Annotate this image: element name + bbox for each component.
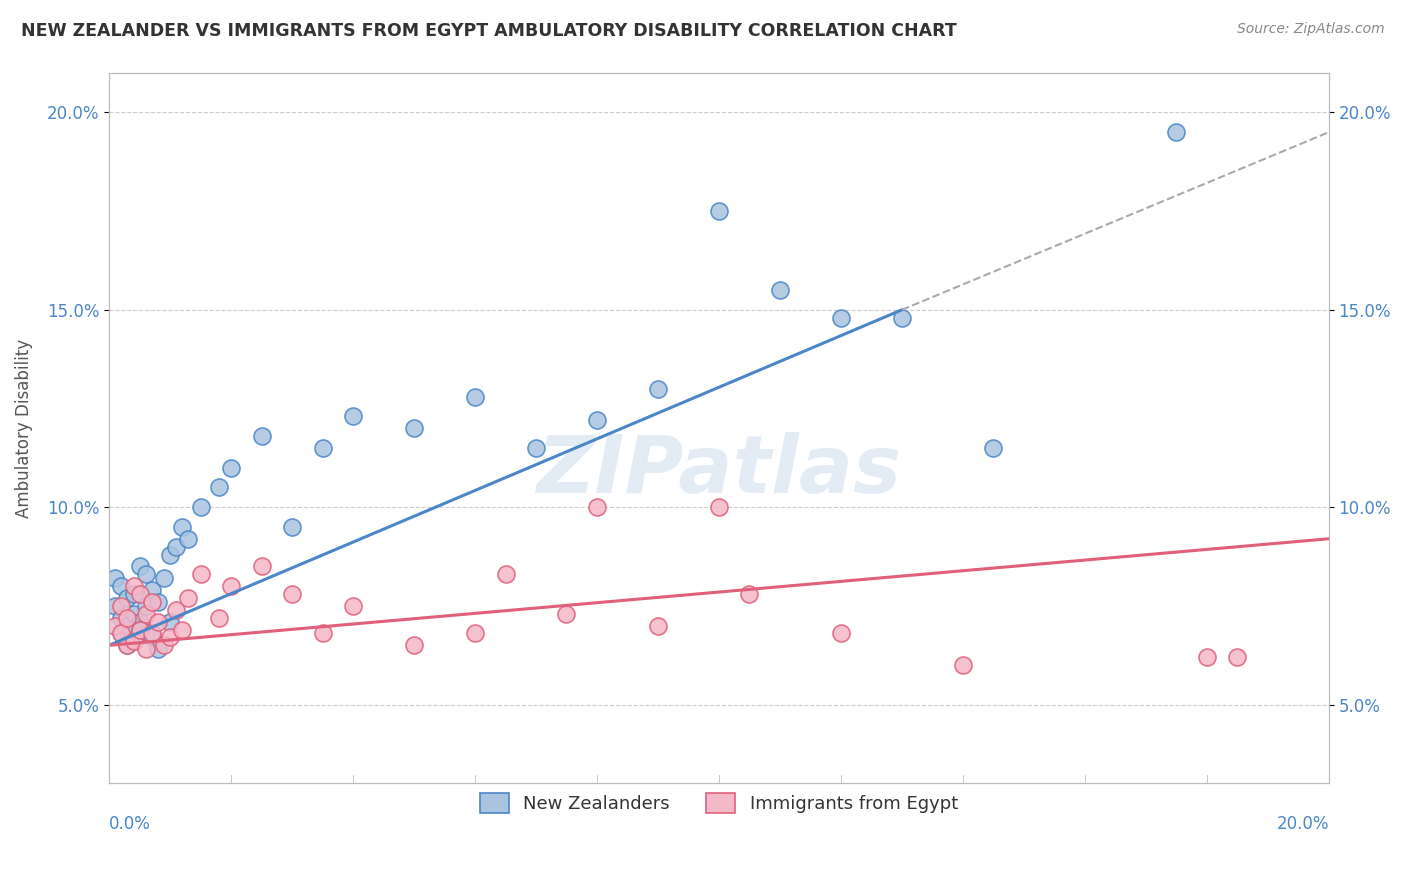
Text: ZIPatlas: ZIPatlas [537,432,901,510]
Point [128,587,150,601]
Point [153,638,176,652]
Point [165,603,187,617]
Point [402,421,425,435]
Point [141,583,163,598]
Point [117,638,139,652]
Point [117,638,139,652]
Point [586,413,609,427]
Point [250,429,273,443]
Point [586,500,609,515]
Point [141,631,163,645]
Point [128,623,150,637]
Point [172,623,194,637]
Point [177,532,200,546]
Point [128,559,150,574]
Point [495,567,517,582]
Point [117,618,139,632]
Point [110,579,132,593]
Point [110,610,132,624]
Point [983,441,1005,455]
Point [122,607,145,621]
Point [707,204,730,219]
Point [122,579,145,593]
Point [159,615,181,629]
Point [952,658,974,673]
Point [890,310,912,325]
Point [110,599,132,613]
Point [281,520,304,534]
Point [117,591,139,605]
Point [830,626,852,640]
Point [122,587,145,601]
Point [647,618,669,632]
Point [250,559,273,574]
Point [172,520,194,534]
Point [165,540,187,554]
Point [135,599,157,613]
Point [1195,650,1218,665]
Point [830,310,852,325]
Point [190,567,212,582]
Point [159,548,181,562]
Point [146,595,169,609]
Point [128,615,150,629]
Point [311,441,333,455]
Point [104,618,127,632]
Point [117,610,139,624]
Point [104,571,127,585]
Point [122,634,145,648]
Point [104,599,127,613]
Point [342,409,364,424]
Point [219,460,242,475]
Point [177,591,200,605]
Point [1226,650,1249,665]
Point [1166,125,1188,139]
Point [159,631,181,645]
Point [146,615,169,629]
Point [122,634,145,648]
Point [128,623,150,637]
Point [402,638,425,652]
Point [647,382,669,396]
Legend: New Zealanders, Immigrants from Egypt: New Zealanders, Immigrants from Egypt [472,785,965,821]
Point [311,626,333,640]
Y-axis label: Ambulatory Disability: Ambulatory Disability [15,339,32,517]
Text: 0.0%: 0.0% [110,815,150,833]
Point [208,610,231,624]
Point [135,642,157,657]
Point [281,587,304,601]
Point [110,626,132,640]
Text: NEW ZEALANDER VS IMMIGRANTS FROM EGYPT AMBULATORY DISABILITY CORRELATION CHART: NEW ZEALANDER VS IMMIGRANTS FROM EGYPT A… [21,22,957,40]
Point [110,626,132,640]
Point [524,441,547,455]
Point [141,595,163,609]
Point [707,500,730,515]
Point [219,579,242,593]
Point [190,500,212,515]
Point [208,480,231,494]
Point [153,571,176,585]
Point [464,626,486,640]
Text: 20.0%: 20.0% [1277,815,1329,833]
Text: Source: ZipAtlas.com: Source: ZipAtlas.com [1237,22,1385,37]
Point [555,607,578,621]
Point [146,642,169,657]
Point [738,587,761,601]
Point [342,599,364,613]
Point [135,607,157,621]
Point [464,390,486,404]
Point [769,283,792,297]
Point [135,567,157,582]
Point [141,626,163,640]
